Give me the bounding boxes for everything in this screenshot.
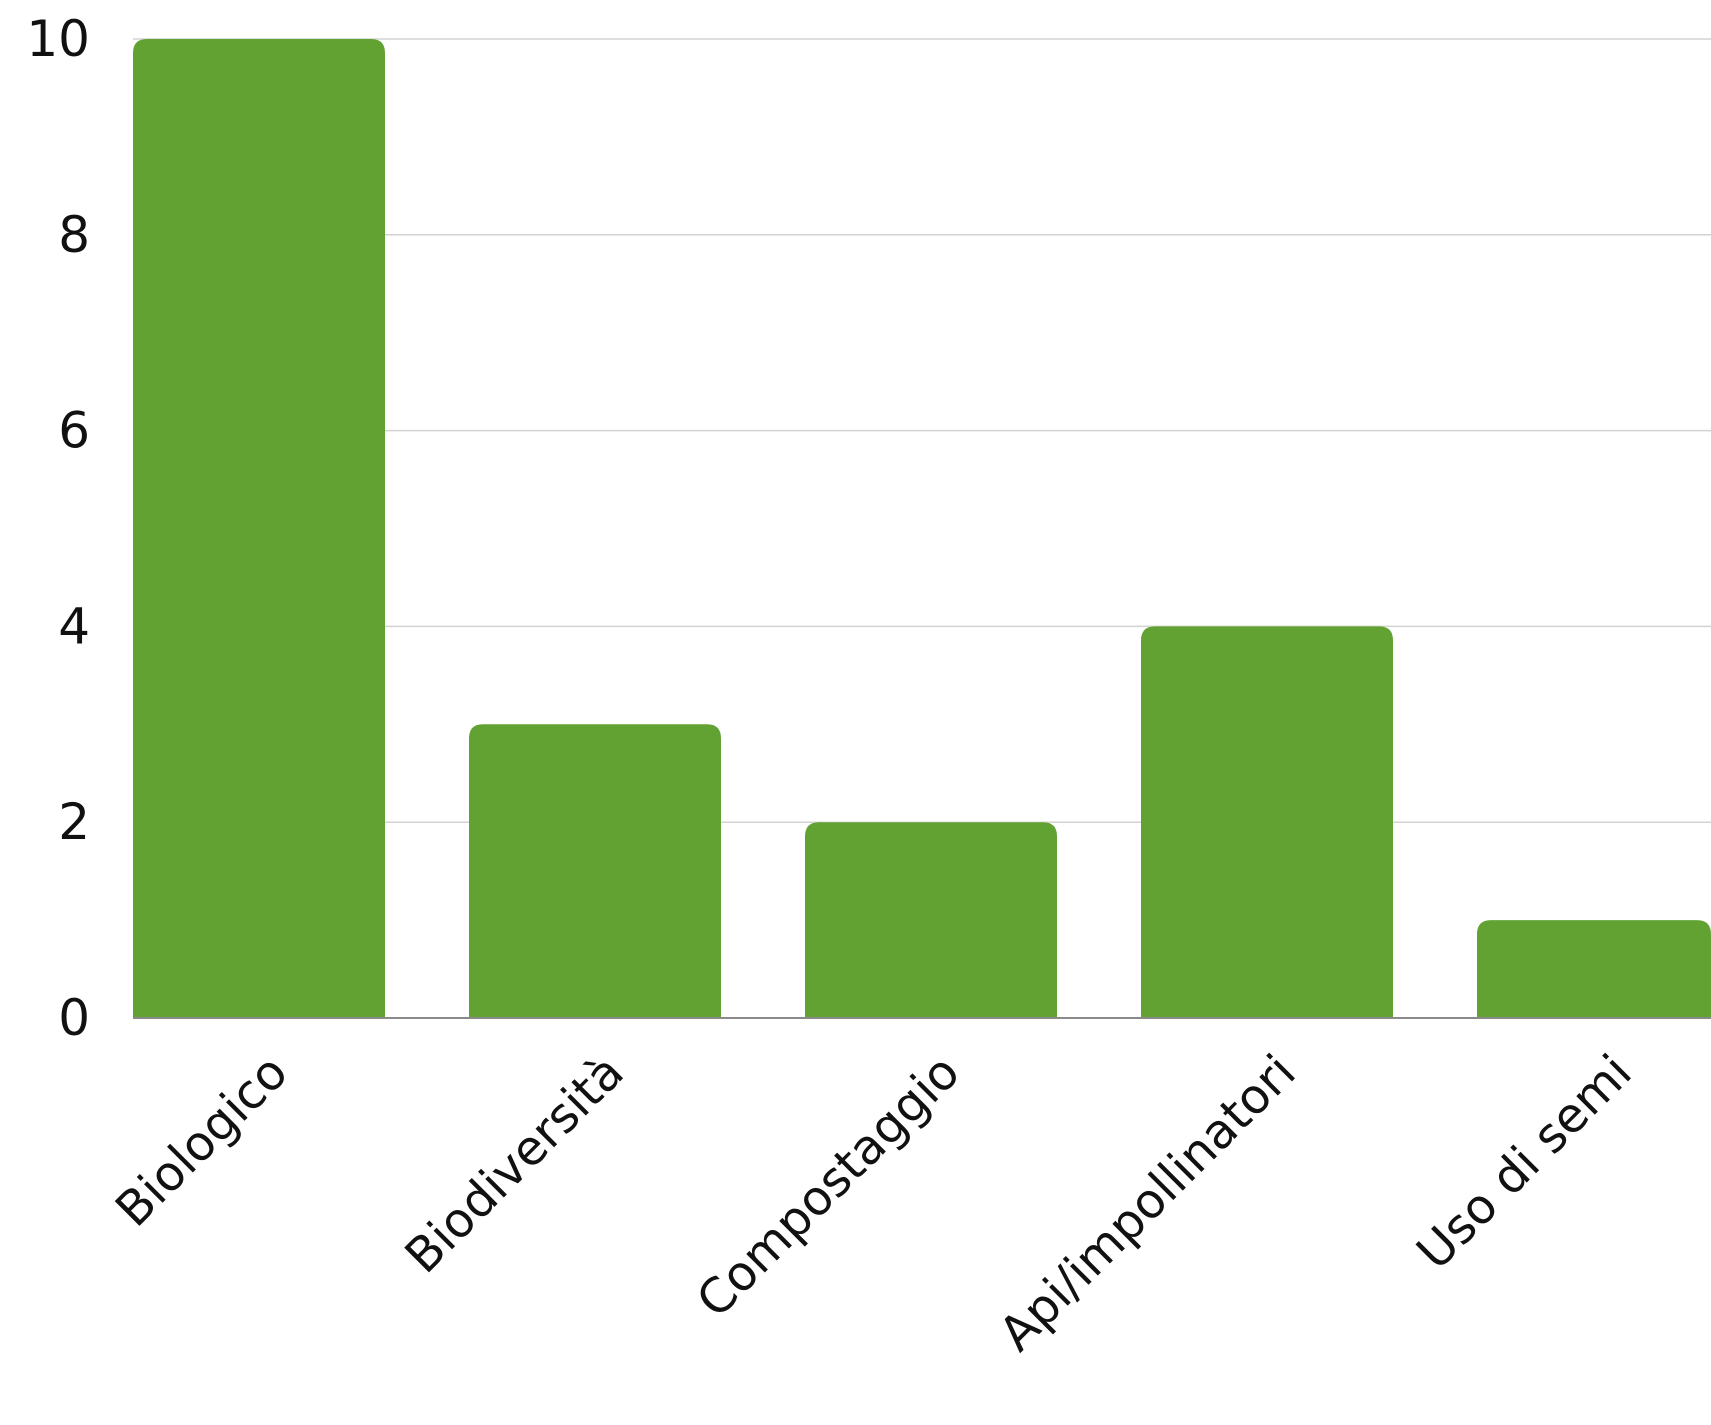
bar-biodiversit [469,724,721,1018]
x-tick-label: Biodiversità [394,1044,634,1284]
y-tick-label: 0 [58,989,90,1047]
x-tick-label: Api/impollinatori [989,1044,1307,1362]
x-axis-tick-labels: Biologico Biodiversità Compostaggio Api/imp… [105,1044,1643,1362]
gridlines [133,38,1711,823]
x-tick-label: Compostaggio [686,1044,971,1329]
x-tick-label: Biologico [105,1044,299,1238]
bar-api-impollinatori [1141,626,1393,1018]
bar-uso-di-semi [1477,920,1711,1018]
y-tick-label: 10 [26,10,90,68]
y-axis-tick-labels: 0 2 4 6 8 10 [26,10,90,1047]
y-tick-label: 4 [58,597,90,655]
bar-compostaggio [805,822,1057,1018]
x-tick-label: Uso di semi [1406,1044,1643,1281]
y-tick-label: 6 [58,402,90,460]
y-tick-label: 2 [58,793,90,851]
bars [133,39,1711,1018]
y-tick-label: 8 [58,206,90,264]
bar-biologico [133,39,385,1018]
